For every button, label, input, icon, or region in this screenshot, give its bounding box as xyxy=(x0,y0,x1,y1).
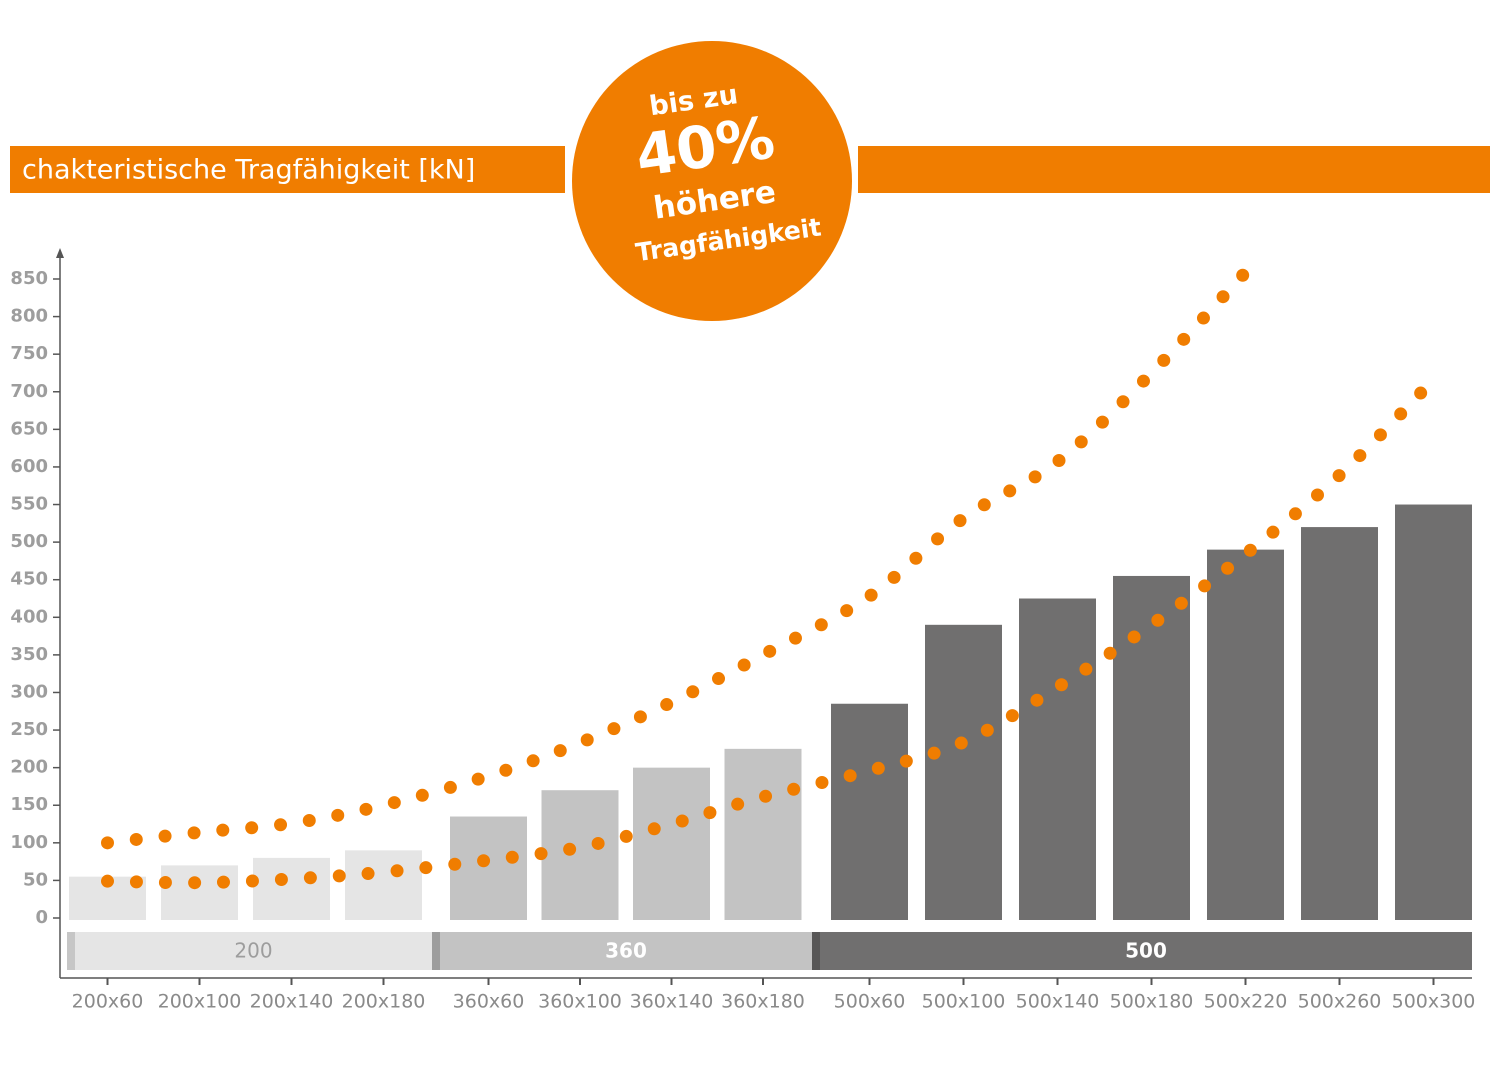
group-band-edge xyxy=(812,932,820,970)
title-band xyxy=(10,146,565,193)
y-tick-label: 150 xyxy=(10,794,48,815)
x-tick-label: 500x180 xyxy=(1110,991,1194,1013)
group-band xyxy=(67,932,432,970)
y-tick-label: 500 xyxy=(10,531,48,552)
group-band xyxy=(812,932,1472,970)
y-tick-label: 600 xyxy=(10,456,48,477)
x-tick-label: 500x220 xyxy=(1204,991,1288,1013)
bar xyxy=(161,865,238,920)
bar xyxy=(541,790,619,920)
x-tick-label: 500x300 xyxy=(1392,991,1476,1013)
x-tick-label: 200x100 xyxy=(158,991,242,1013)
y-tick-label: 800 xyxy=(10,306,48,327)
y-tick-label: 400 xyxy=(10,606,48,627)
badge xyxy=(572,41,852,321)
bar xyxy=(450,816,527,920)
chart-title: chakteristische Tragfähigkeit [kN] xyxy=(22,155,475,186)
bar xyxy=(925,624,1002,920)
x-tick-label: 500x260 xyxy=(1298,991,1382,1013)
y-tick-label: 350 xyxy=(10,644,48,665)
y-tick-label: 700 xyxy=(10,381,48,402)
y-tick-label: 750 xyxy=(10,343,48,364)
y-tick-label: 100 xyxy=(10,832,48,853)
y-tick-label: 650 xyxy=(10,418,48,439)
trend-line xyxy=(101,265,1252,850)
x-tick-label: 500x60 xyxy=(834,991,906,1013)
bar xyxy=(724,748,802,920)
x-tick-label: 360x180 xyxy=(721,991,805,1013)
group-label: 200 xyxy=(234,939,272,963)
x-tick-label: 360x60 xyxy=(453,991,525,1013)
group-band-edge xyxy=(67,932,75,970)
x-tick-label: 360x100 xyxy=(538,991,622,1013)
y-tick-label: 250 xyxy=(10,719,48,740)
y-tick-label: 200 xyxy=(10,757,48,778)
x-tick-label: 200x60 xyxy=(72,991,144,1013)
bar xyxy=(633,767,710,920)
y-tick-label: 300 xyxy=(10,681,48,702)
bar xyxy=(1113,575,1190,920)
group-band xyxy=(432,932,812,970)
group-label: 360 xyxy=(605,939,647,963)
bar xyxy=(1395,504,1472,920)
bar xyxy=(345,850,422,920)
y-axis-arrow xyxy=(56,248,64,258)
bar xyxy=(831,703,908,920)
group-label: 500 xyxy=(1125,939,1167,963)
y-tick-label: 850 xyxy=(10,268,48,289)
title-band xyxy=(858,146,1490,193)
x-tick-label: 200x180 xyxy=(342,991,426,1013)
y-tick-label: 550 xyxy=(10,494,48,515)
y-tick-label: 450 xyxy=(10,569,48,590)
bar xyxy=(1301,527,1378,920)
x-tick-label: 200x140 xyxy=(250,991,334,1013)
group-band-edge xyxy=(432,932,440,970)
bar xyxy=(1207,549,1284,920)
x-tick-label: 500x140 xyxy=(1016,991,1100,1013)
x-tick-label: 500x100 xyxy=(922,991,1006,1013)
bar xyxy=(1019,598,1096,920)
x-tick-label: 360x140 xyxy=(630,991,714,1013)
bar xyxy=(253,857,330,920)
y-tick-label: 0 xyxy=(35,907,48,928)
y-tick-label: 50 xyxy=(23,869,48,890)
